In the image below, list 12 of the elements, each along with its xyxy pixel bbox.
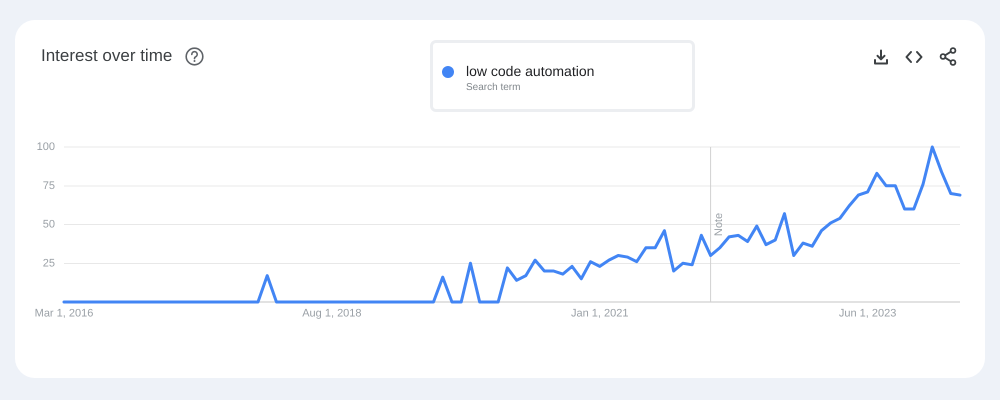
x-tick-label: Jun 1, 2023 [838, 308, 896, 320]
legend-label: low code automation [466, 63, 594, 80]
x-tick-label: Jan 1, 2021 [571, 308, 629, 320]
y-tick-label: 100 [36, 141, 55, 154]
legend-title: Search term [466, 82, 520, 94]
y-tick-label: 75 [42, 180, 55, 192]
x-tick-label: Aug 1, 2018 [302, 308, 362, 320]
ref-line-label: Note [713, 212, 726, 236]
y-tick-label: 25 [42, 257, 55, 270]
chart-title: Interest over time [41, 46, 172, 66]
y-tick-label: 50 [42, 218, 55, 231]
x-tick-label: Mar 1, 2016 [34, 308, 94, 320]
